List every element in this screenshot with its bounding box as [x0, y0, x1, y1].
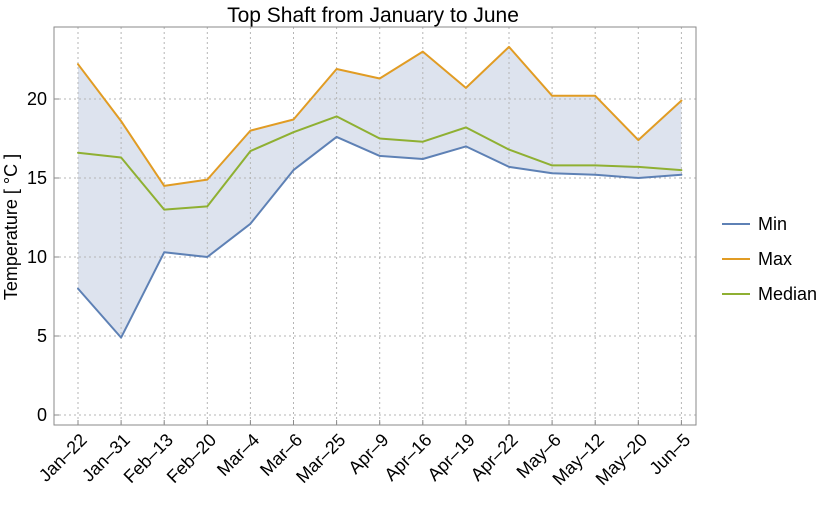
x-tick-label: Apr–19: [424, 430, 479, 485]
legend: Min Max Median: [722, 214, 817, 304]
legend-label-median: Median: [758, 284, 817, 304]
series-line-min: [77, 135, 683, 339]
chart-title: Top Shaft from January to June: [227, 4, 519, 27]
plot-frame: [53, 26, 697, 426]
plot-area: 05101520Jan–22Jan–31Feb–13Feb–20Mar–4Mar…: [27, 26, 697, 489]
min-max-band: [78, 46, 682, 338]
x-tick-label: Apr–16: [380, 430, 435, 485]
y-tick-label: 20: [27, 89, 47, 109]
y-axis-label: Temperature [ °C ]: [1, 154, 21, 300]
series-line-median: [77, 115, 683, 211]
y-tick-label: 5: [37, 326, 47, 346]
y-tick-label: 15: [27, 168, 47, 188]
legend-label-max: Max: [758, 249, 792, 269]
x-tick-label: Mar–4: [213, 430, 263, 480]
series-line-max: [77, 45, 683, 187]
x-tick-label: Apr–22: [467, 430, 522, 485]
x-tick-label: Jun–5: [645, 430, 694, 479]
y-tick-label: 10: [27, 247, 47, 267]
legend-label-min: Min: [758, 214, 787, 234]
y-tick-label: 0: [37, 405, 47, 425]
